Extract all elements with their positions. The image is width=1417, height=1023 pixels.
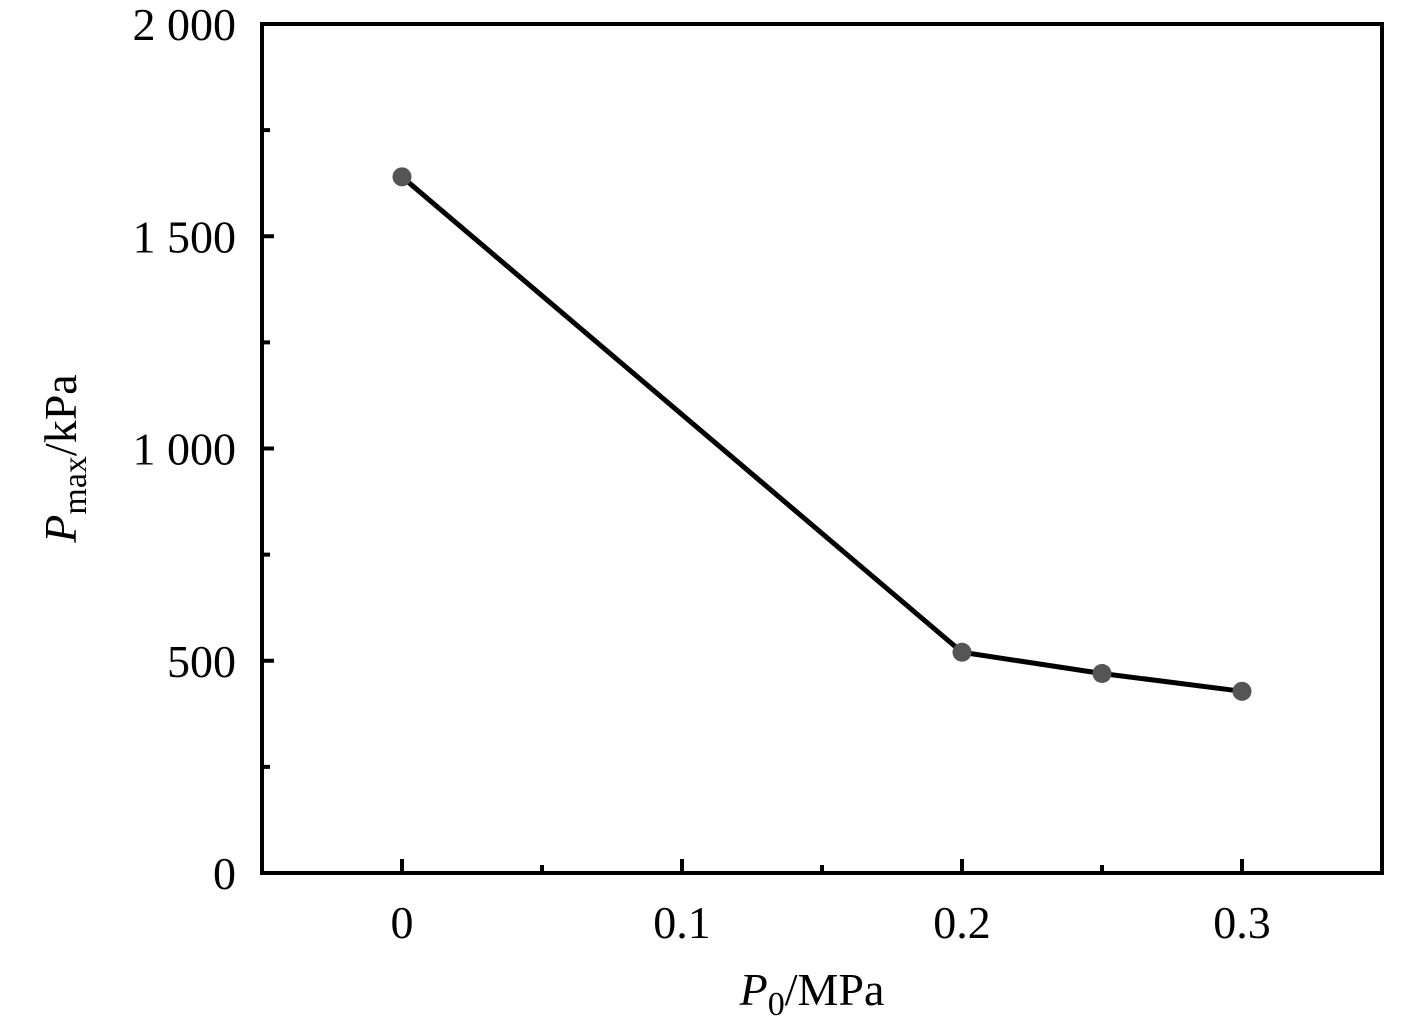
series-group — [392, 167, 1252, 701]
x-axis-label-unit: /MPa — [785, 964, 885, 1015]
y-axis-label-main: P — [35, 515, 86, 544]
y-axis-label-sub: max — [57, 456, 94, 515]
y-tick-label: 1 500 — [133, 211, 237, 262]
y-tick-label: 1 000 — [133, 424, 237, 475]
x-axis-label: P0/MPa — [739, 964, 885, 1023]
y-axis-label-unit: /kPa — [35, 374, 86, 456]
y-axis-label: Pmax/kPa — [35, 374, 94, 543]
plot-frame — [260, 22, 1384, 875]
x-tick-label: 0 — [391, 897, 414, 948]
y-tick-label: 500 — [167, 636, 236, 687]
x-axis-label-main: P — [739, 964, 768, 1015]
x-tick-label: 0.3 — [1213, 897, 1271, 948]
data-point — [952, 642, 972, 662]
y-tick-label: 2 000 — [133, 0, 237, 50]
data-point — [1092, 663, 1112, 683]
data-point — [392, 167, 412, 187]
data-point — [1232, 681, 1252, 701]
series-line — [400, 174, 1243, 694]
x-axis-label-sub: 0 — [768, 986, 785, 1023]
y-axis-ticks: 0 500 1 000 1 500 2 000 — [133, 0, 274, 899]
y-tick-label: 0 — [213, 848, 236, 899]
x-tick-label: 0.1 — [653, 897, 711, 948]
x-tick-label: 0.2 — [933, 897, 991, 948]
